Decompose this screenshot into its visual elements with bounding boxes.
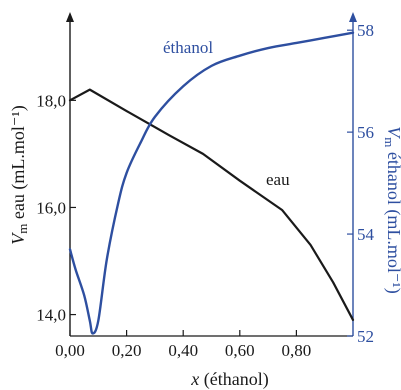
y-right-tick-label: 58 — [357, 21, 374, 40]
y-left-tick-label: 18,0 — [36, 91, 66, 110]
y-right-tick-label: 54 — [357, 225, 375, 244]
y-axis-right-title: Vm éthanol (mL.mol⁻¹) — [382, 126, 401, 294]
x-tick-label: 0,80 — [282, 341, 312, 360]
x-tick-label: 0,20 — [112, 341, 142, 360]
series-layer — [68, 31, 355, 335]
y-axis-left-title: Vm eau (mL.mol⁻¹) — [8, 105, 30, 245]
series-line-eau — [68, 88, 355, 322]
x-tick-label: 0,40 — [168, 341, 198, 360]
x-axis-title: x (éthanol) — [190, 369, 268, 390]
y-left-tick-label: 16,0 — [36, 198, 66, 217]
series-line-ethanol — [68, 31, 355, 335]
y-right-tick-label: 52 — [357, 327, 374, 346]
y-left-tick-label: 14,0 — [36, 306, 66, 325]
series-label-eau: eau — [266, 170, 290, 189]
x-tick-label: 0,60 — [225, 341, 255, 360]
x-tick-label: 0,00 — [55, 341, 85, 360]
series-label-ethanol: éthanol — [163, 38, 213, 57]
ticks-layer: 0,00 0,20 0,40 0,60 0,80 14,0 16,0 18,0 52 54 56 58 — [36, 21, 374, 360]
y-right-tick-label: 56 — [357, 123, 374, 142]
